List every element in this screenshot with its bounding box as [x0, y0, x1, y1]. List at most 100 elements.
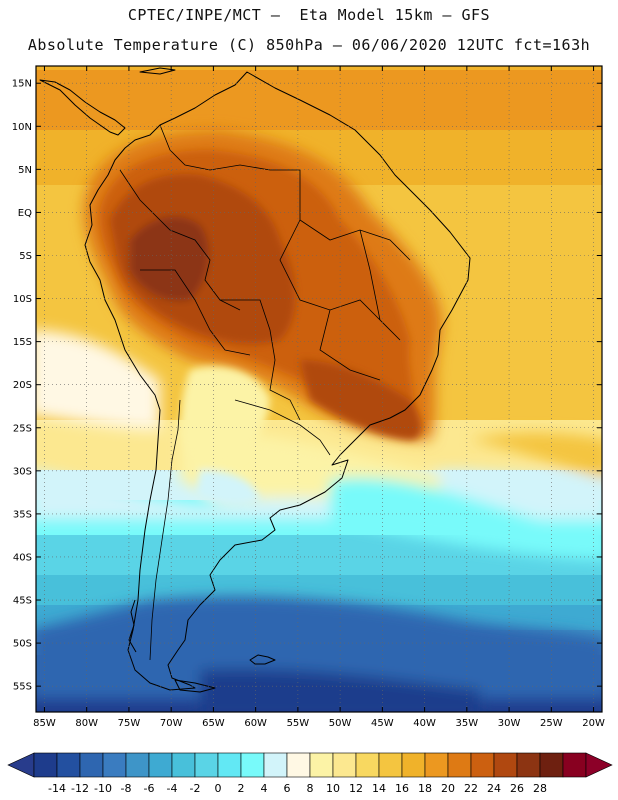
- falkland-islands: [249, 654, 276, 665]
- lon-tick-label: 50W: [329, 718, 352, 729]
- colorbar-label: 26: [510, 782, 524, 795]
- colorbar-label: 22: [464, 782, 478, 795]
- colorbar-label: 14: [372, 782, 386, 795]
- brazil-state-borders: [279, 170, 411, 381]
- border-argentina-paraguay-uruguay: [234, 399, 331, 456]
- lat-tick-label: 5N: [18, 165, 32, 176]
- colorbar-swatch: [309, 752, 334, 778]
- caribbean-island: [139, 67, 176, 75]
- colorbar-label: -8: [121, 782, 132, 795]
- chiloe-islands: [128, 599, 137, 653]
- lon-tick-label: 80W: [75, 718, 98, 729]
- colorbar-swatch: [401, 752, 426, 778]
- colorbar-swatch: [286, 752, 311, 778]
- lat-tick-label: 40S: [13, 552, 32, 563]
- argentina-cool: [195, 470, 260, 506]
- pacific-warm-tongue: [36, 330, 160, 430]
- colorbar-swatch: [424, 752, 449, 778]
- country-borders: [119, 124, 411, 661]
- south-america-coastline: [84, 71, 471, 691]
- colorbar-label: 20: [441, 782, 455, 795]
- lon-tick-label: 25W: [540, 718, 563, 729]
- border-colombia-peru-brazil: [119, 169, 241, 311]
- atlantic-cold-tongue: [330, 478, 602, 560]
- colorbar-label: 4: [261, 782, 268, 795]
- colorbar-label: -4: [167, 782, 178, 795]
- colorbar-swatch: [217, 752, 242, 778]
- coastlines: [39, 67, 471, 693]
- border-chile-argentina: [149, 399, 181, 661]
- border-bolivia-brazil-paraguay: [220, 299, 301, 421]
- lat-tick-label: 25S: [13, 423, 32, 434]
- lat-tick-label: 10S: [13, 294, 32, 305]
- colorbar-label: 18: [418, 782, 432, 795]
- lat-tick-label: 15N: [12, 79, 32, 90]
- border-peru-brazil-bolivia: [140, 269, 251, 356]
- colorbar-label: 6: [284, 782, 291, 795]
- lon-tick-label: 45W: [371, 718, 394, 729]
- lat-tick-label: 5S: [19, 251, 32, 262]
- colorbar-swatch: [332, 752, 357, 778]
- colorbar-swatch: [355, 752, 380, 778]
- lon-tick-label: 35W: [456, 718, 479, 729]
- colorbar-swatch: [378, 752, 403, 778]
- lon-tick-label: 30W: [498, 718, 521, 729]
- lat-tick-label: 45S: [13, 596, 32, 607]
- colorbar-swatch: [33, 752, 58, 778]
- lat-tick-label: 55S: [13, 682, 32, 693]
- colorbar-swatch: [102, 752, 127, 778]
- colorbar-label: 12: [349, 782, 363, 795]
- colorbar-label: -10: [94, 782, 112, 795]
- lon-tick-label: 75W: [118, 718, 141, 729]
- lon-tick-label: 85W: [33, 718, 56, 729]
- colorbar-swatch: [470, 752, 495, 778]
- tierra-del-fuego: [174, 679, 216, 693]
- colorbar-swatch: [194, 752, 219, 778]
- colorbar: -14 -12 -10 -8 -6 -4 -2 0 2 4 6 8 10 12 14 16 18 20 22 24 26…: [7, 752, 613, 795]
- lat-tick-label: 10N: [12, 122, 32, 133]
- colorbar-swatch: [539, 752, 564, 778]
- colorbar-label: -6: [144, 782, 155, 795]
- colorbar-swatch: [240, 752, 265, 778]
- title-line-1: CPTEC/INPE/MCT – Eta Model 15km – GFS: [127, 6, 491, 24]
- lat-tick-label: 20S: [13, 380, 32, 391]
- lat-tick-label: 30S: [13, 466, 32, 477]
- colorbar-swatch: [148, 752, 173, 778]
- border-colombia-venezuela: [159, 124, 300, 171]
- lon-tick-label: 55W: [287, 718, 310, 729]
- lat-tick-label: EQ: [18, 208, 32, 219]
- colorbar-label: -12: [71, 782, 89, 795]
- lon-tick-label: 20W: [582, 718, 605, 729]
- colorbar-label: 24: [487, 782, 501, 795]
- band-caribbean: [36, 70, 602, 130]
- lon-tick-label: 60W: [244, 718, 267, 729]
- title-line-2: Absolute Temperature (C) 850hPa – 06/06/…: [27, 36, 591, 54]
- lat-tick-label: 50S: [13, 639, 32, 650]
- temperature-field: [36, 66, 602, 712]
- southern-cold-pool: [36, 596, 602, 700]
- colorbar-swatch: [447, 752, 472, 778]
- chaco-mild: [181, 366, 270, 470]
- plot-frame: [35, 65, 603, 713]
- colorbar-label: 28: [533, 782, 547, 795]
- colorbar-label: 8: [307, 782, 314, 795]
- colorbar-under-arrow: [7, 752, 35, 778]
- colorbar-swatch: [125, 752, 150, 778]
- southeast-brazil-hot: [300, 360, 422, 440]
- lon-tick-label: 70W: [160, 718, 183, 729]
- colorbar-over-arrow: [585, 752, 613, 778]
- colorbar-label: 10: [326, 782, 340, 795]
- colorbar-label: -2: [190, 782, 201, 795]
- colorbar-label: -14: [48, 782, 66, 795]
- colorbar-swatch: [171, 752, 196, 778]
- colorbar-label: 0: [215, 782, 222, 795]
- colorbar-swatch: [493, 752, 518, 778]
- axis-ticks: 15N 10N 5N EQ 5S 10S 15S 20S 25S 30S 35S 40S 45S 50S 5…: [12, 66, 605, 729]
- lat-tick-label: 35S: [13, 509, 32, 520]
- colorbar-label: 2: [238, 782, 245, 795]
- colorbar-swatch: [263, 752, 288, 778]
- colorbar-swatch: [562, 752, 587, 778]
- lat-tick-label: 15S: [13, 337, 32, 348]
- colorbar-swatch: [56, 752, 81, 778]
